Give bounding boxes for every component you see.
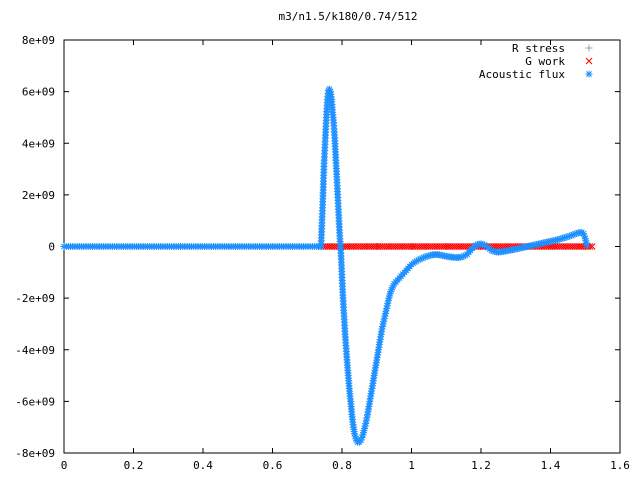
y-tick-label: 0 bbox=[48, 241, 55, 254]
y-tick-label: -8e+09 bbox=[15, 447, 55, 460]
chart-title: m3/n1.5/k180/0.74/512 bbox=[278, 10, 417, 23]
legend-label: R stress bbox=[512, 42, 565, 55]
x-tick-label: 0.6 bbox=[263, 459, 283, 472]
series-acoustic-flux bbox=[60, 85, 591, 446]
legend-marker bbox=[585, 44, 593, 52]
x-tick-label: 0 bbox=[61, 459, 68, 472]
x-tick-label: 0.2 bbox=[124, 459, 144, 472]
y-tick-label: -4e+09 bbox=[15, 344, 55, 357]
x-tick-label: 1 bbox=[408, 459, 415, 472]
data-point bbox=[351, 432, 359, 440]
x-tick-label: 1.6 bbox=[610, 459, 630, 472]
legend-marker bbox=[585, 70, 593, 78]
y-tick-label: 2e+09 bbox=[22, 189, 55, 202]
x-tick-label: 0.8 bbox=[332, 459, 352, 472]
x-axis: 0 0.2 0.4 0.6 0.8 1 1.2 1.4 1.6 bbox=[61, 40, 630, 472]
x-tick-label: 0.4 bbox=[193, 459, 213, 472]
y-axis: 8e+09 6e+09 4e+09 2e+09 0 -2e+09 -4e+09 -6e+09 -… bbox=[15, 34, 620, 460]
data-point bbox=[373, 243, 381, 250]
data-point bbox=[588, 243, 596, 250]
y-tick-label: -2e+09 bbox=[15, 292, 55, 305]
legend-label: Acoustic flux bbox=[479, 68, 565, 81]
plot-area bbox=[60, 85, 596, 446]
y-tick-label: -6e+09 bbox=[15, 395, 55, 408]
data-point bbox=[583, 241, 591, 249]
legend-marker bbox=[585, 57, 593, 65]
x-tick-label: 1.4 bbox=[541, 459, 561, 472]
y-tick-label: 6e+09 bbox=[22, 86, 55, 99]
y-tick-label: 4e+09 bbox=[22, 137, 55, 150]
y-tick-label: 8e+09 bbox=[22, 34, 55, 47]
x-tick-label: 1.2 bbox=[471, 459, 491, 472]
legend-label: G work bbox=[525, 55, 565, 68]
